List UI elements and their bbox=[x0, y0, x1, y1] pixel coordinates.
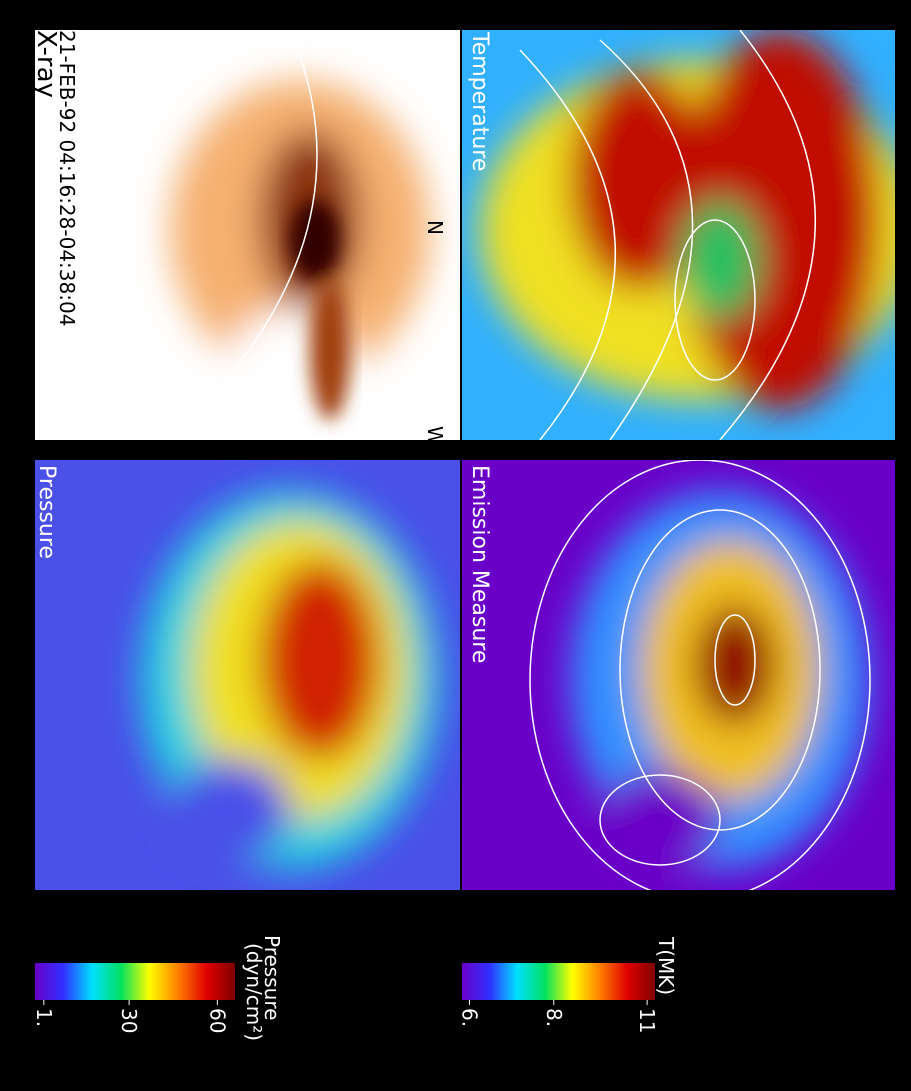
colorbar-tick-label: 1. bbox=[32, 1008, 56, 1027]
emission-image bbox=[462, 460, 895, 890]
date-label: 21-FEB-92 04:16:28-04:38:04 bbox=[55, 30, 79, 326]
colorbar-tick-label: 60 bbox=[205, 1008, 229, 1033]
emission-title: Emission Measure bbox=[467, 465, 492, 663]
pressure-title: Pressure bbox=[34, 465, 59, 559]
colorbar-title: Pressure bbox=[260, 935, 284, 1020]
xray-title: X-ray bbox=[31, 30, 61, 98]
colorbar-tick-label: 11 bbox=[635, 1008, 659, 1033]
temperature-image bbox=[462, 30, 895, 440]
colorbar-tick-label: 30 bbox=[117, 1008, 141, 1033]
north-label: N bbox=[423, 220, 447, 235]
colorbar bbox=[35, 963, 235, 1000]
temperature-title: Temperature bbox=[467, 31, 492, 171]
xray-image bbox=[35, 30, 460, 440]
colorbar bbox=[462, 963, 655, 1000]
colorbar-title: T(MK) bbox=[654, 936, 678, 995]
west-label: W bbox=[423, 426, 447, 446]
colorbar-unit: (dyn/cm²) bbox=[242, 943, 266, 1041]
colorbar-tick-label: 6. bbox=[457, 1008, 481, 1027]
colorbar-tick-label: 8. bbox=[542, 1008, 566, 1027]
pressure-image bbox=[35, 460, 460, 890]
